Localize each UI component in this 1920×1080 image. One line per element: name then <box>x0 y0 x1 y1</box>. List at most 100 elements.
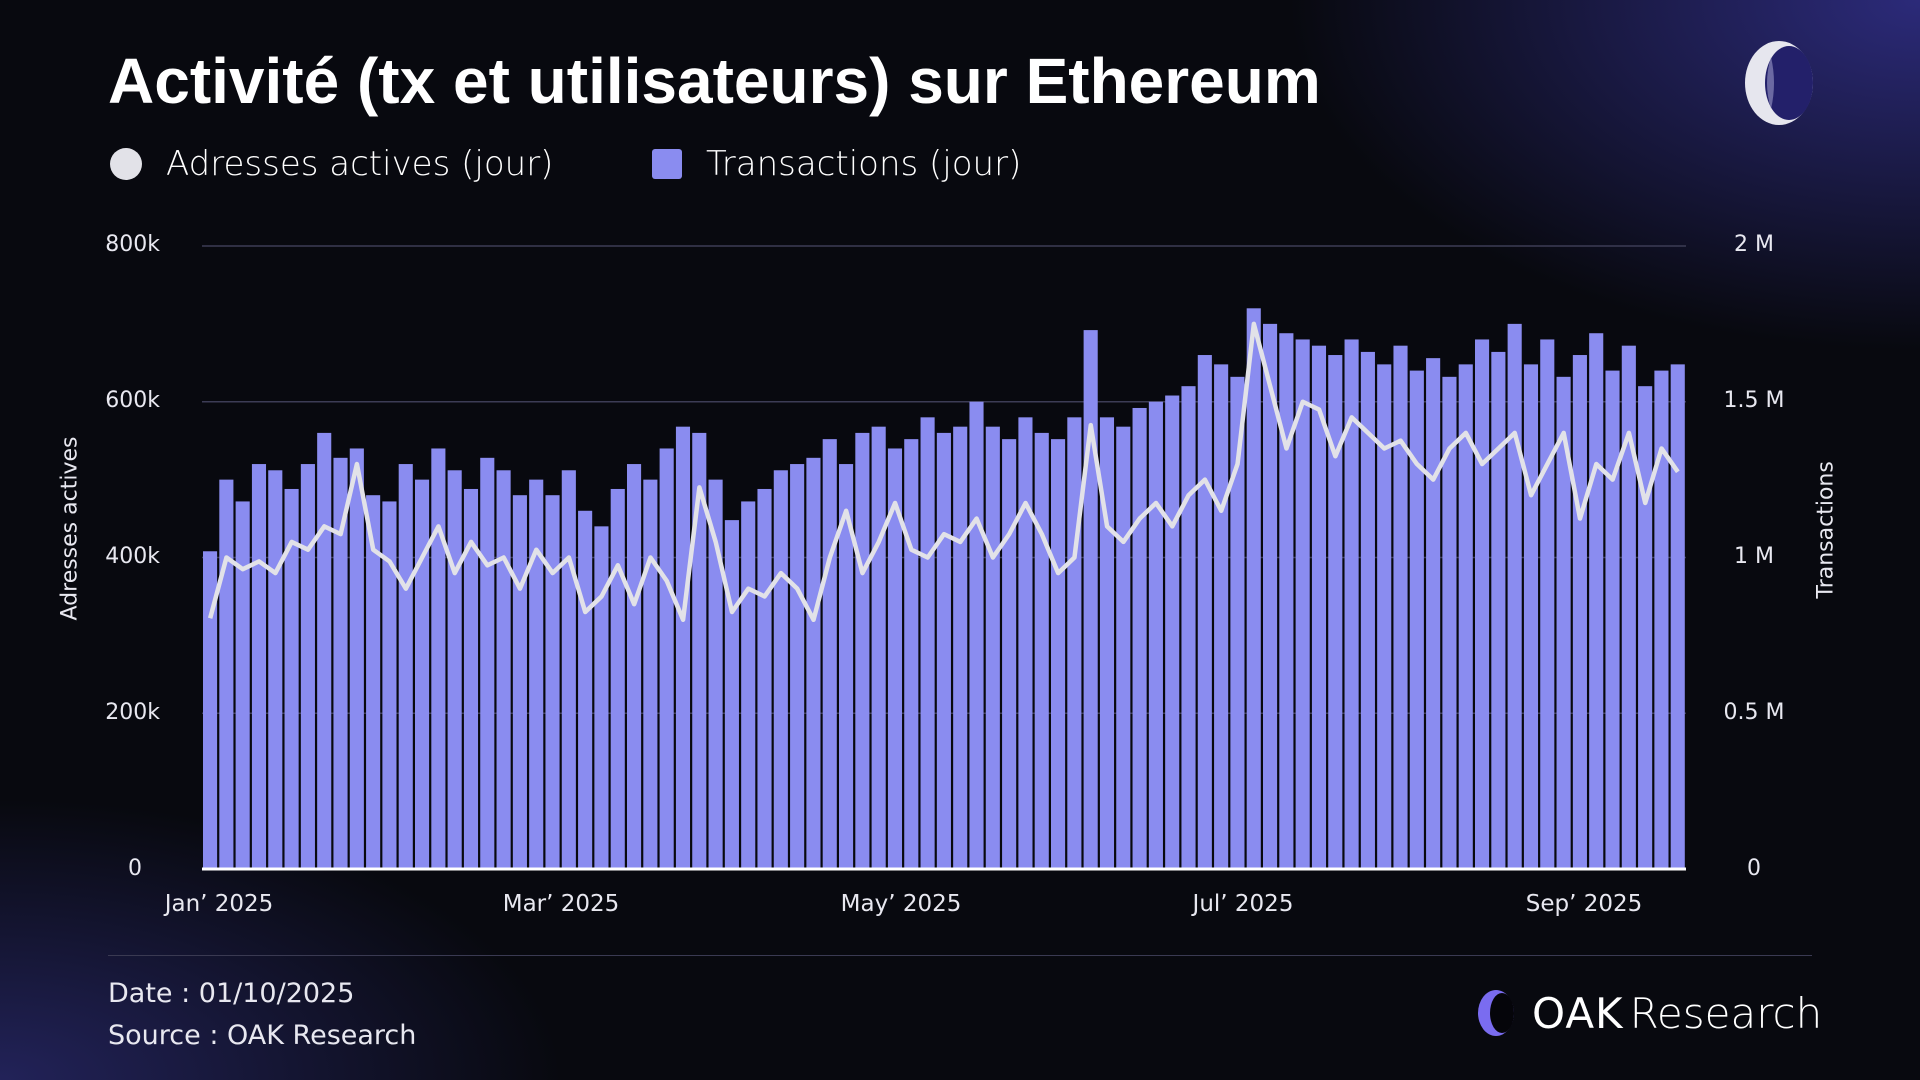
transactions-bar <box>627 464 642 869</box>
transactions-bar <box>594 526 609 869</box>
y-left-axis-title: Adresses actives <box>57 436 83 621</box>
transactions-bar <box>1556 376 1571 869</box>
transactions-bar <box>235 501 250 869</box>
transactions-bar <box>1409 370 1424 869</box>
y-left-tick: 0 <box>128 856 142 881</box>
oak-brand-icon <box>1478 990 1514 1036</box>
transactions-bar <box>251 464 267 869</box>
transactions-bar <box>545 495 560 869</box>
transactions-bar <box>871 426 886 869</box>
x-tick: May’ 2025 <box>840 891 962 917</box>
transactions-bar <box>675 426 691 869</box>
brand-oak: OAK <box>1532 988 1624 1038</box>
legend-label: Adresses actives (jour) <box>166 144 554 184</box>
transactions-bar <box>839 464 854 869</box>
transactions-bar <box>1165 395 1180 869</box>
transactions-bar <box>1246 308 1261 869</box>
transactions-bar <box>1311 345 1327 869</box>
transactions-bar <box>920 417 935 869</box>
transactions-bar <box>382 501 397 869</box>
transactions-bar <box>1214 364 1229 869</box>
footer-date: Date : 01/10/2025 <box>108 978 355 1009</box>
transactions-bar <box>822 439 837 869</box>
transactions-bar <box>1051 439 1066 869</box>
transactions-bar <box>1344 339 1359 869</box>
transactions-bar <box>1295 339 1310 869</box>
transactions-bar <box>1197 355 1212 869</box>
transactions-bar <box>1148 401 1163 869</box>
transactions-bar <box>610 488 625 869</box>
transactions-bar <box>496 470 511 869</box>
y-right-tick: 1 M <box>1734 544 1774 569</box>
transactions-bar <box>366 495 381 869</box>
transactions-bar <box>1263 323 1278 869</box>
transactions-bar <box>1116 426 1131 869</box>
transactions-bar <box>953 426 968 869</box>
transactions-bar <box>512 495 527 869</box>
transactions-bar <box>1328 355 1343 869</box>
transactions-bar <box>1621 345 1636 869</box>
transactions-bar <box>1002 439 1017 869</box>
transactions-bar <box>1279 333 1294 870</box>
transactions-bar <box>1132 407 1147 869</box>
transactions-bar <box>1360 351 1375 869</box>
transactions-bar <box>724 520 739 869</box>
transactions-bar <box>1654 370 1669 869</box>
transactions-bar <box>1670 364 1685 869</box>
transactions-bar <box>1393 345 1408 869</box>
oak-logo-icon <box>1745 41 1813 125</box>
transactions-bar <box>1181 386 1196 869</box>
transactions-bar <box>757 488 772 869</box>
legend-item-addresses: Adresses actives (jour) <box>110 142 553 186</box>
transactions-bar <box>1638 386 1653 869</box>
transactions-bar <box>790 464 805 869</box>
transactions-bar <box>300 464 315 869</box>
transactions-bar <box>1034 432 1049 869</box>
transactions-bar <box>659 448 674 869</box>
transactions-bar <box>643 479 658 869</box>
transactions-bar <box>1523 364 1539 869</box>
transactions-bar <box>1083 330 1098 870</box>
y-right-tick: 2 M <box>1734 232 1774 257</box>
transactions-bar <box>887 448 903 869</box>
transactions-bar <box>463 488 479 869</box>
y-right-axis-title: Transactions <box>1813 461 1839 599</box>
transactions-bar <box>1491 351 1506 869</box>
transactions-bar <box>317 432 332 869</box>
y-left-tick: 400k <box>105 544 160 569</box>
transactions-bar <box>415 479 430 869</box>
transactions-bar <box>1442 376 1457 869</box>
transactions-bar <box>985 426 1000 869</box>
transactions-bar <box>480 457 495 869</box>
transactions-bar <box>741 501 756 869</box>
x-tick: Mar’ 2025 <box>502 891 620 917</box>
transactions-bar <box>773 470 788 869</box>
transactions-bar <box>1426 358 1441 869</box>
transactions-bar <box>1230 376 1245 869</box>
legend-label: Transactions (jour) <box>706 144 1022 184</box>
legend-circle-icon <box>110 148 142 180</box>
y-right-tick: 1.5 M <box>1723 388 1785 413</box>
transactions-bar <box>936 432 951 869</box>
chart-title: Activité (tx et utilisateurs) sur Ethere… <box>108 45 1321 117</box>
brand-research: Research <box>1629 988 1823 1038</box>
transactions-bar <box>1067 417 1082 869</box>
transactions-bar <box>969 401 984 869</box>
oak-research-brand: OAK Research <box>1476 988 1822 1038</box>
transactions-bar <box>1589 333 1604 870</box>
transactions-bar <box>529 479 544 869</box>
transactions-bar <box>1458 364 1473 869</box>
y-left-tick: 800k <box>105 232 160 257</box>
y-left-tick: 600k <box>105 388 160 413</box>
transactions-bar <box>1605 370 1620 869</box>
transactions-bar <box>268 470 283 869</box>
transactions-bar <box>708 479 723 869</box>
transactions-bar <box>1377 364 1392 869</box>
transactions-bar <box>578 510 593 869</box>
x-tick: Jan’ 2025 <box>164 891 274 917</box>
legend-item-transactions: Transactions (jour) <box>652 142 1021 186</box>
transactions-bar <box>904 439 919 869</box>
y-right-tick: 0 <box>1747 856 1761 881</box>
footer-source: Source : OAK Research <box>108 1020 417 1051</box>
